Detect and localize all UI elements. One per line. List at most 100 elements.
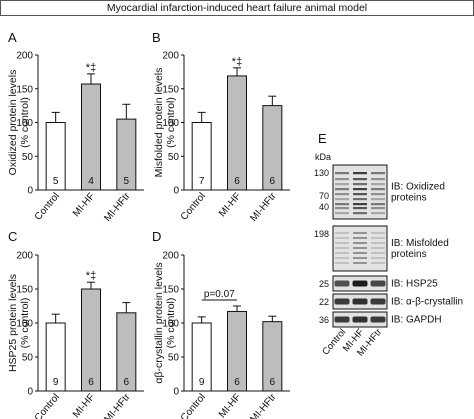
blot-row-label-line: IB: Misfolded (391, 238, 449, 249)
bar (81, 83, 101, 191)
panel-letter: D (152, 229, 161, 244)
y-tick-label: 200 (162, 51, 179, 62)
blot-band (371, 193, 385, 196)
blot-band (335, 242, 349, 244)
blot-row-label-line: IB: GAPDH (391, 315, 442, 326)
blot-row-label: IB: Misfolded proteins (391, 238, 449, 260)
blot-band (353, 257, 367, 259)
blot-band (371, 242, 385, 244)
blot-band (335, 252, 349, 254)
blot-band (371, 252, 385, 254)
y-tick-label: 50 (168, 353, 180, 364)
blot-band (353, 242, 367, 244)
sample-size-label: 6 (234, 176, 240, 187)
blot-band (371, 207, 385, 210)
sample-size-label: 6 (270, 176, 276, 187)
blot-band (371, 198, 385, 201)
x-tick-label: MI-HFtr (102, 190, 133, 224)
blot-band (335, 178, 349, 181)
blot-band (353, 188, 367, 191)
panel-letter: B (152, 30, 161, 45)
blot-band (352, 316, 368, 323)
blot-band (353, 212, 367, 215)
bar (227, 75, 247, 191)
kda-unit-label: kDa (315, 152, 331, 162)
blot-row-label-line: IB: Oxidized (391, 182, 445, 193)
y-tick-label: 150 (162, 285, 179, 296)
blot-band (353, 232, 367, 234)
y-tick-label: 50 (22, 152, 34, 163)
kda-marker: 70 (319, 191, 329, 201)
sample-size-label: 7 (199, 176, 205, 187)
y-tick-label: 100 (162, 319, 179, 330)
blot-row-label: IB: GAPDH (391, 315, 442, 326)
y-tick-label: 150 (16, 84, 33, 95)
blot-band (370, 298, 386, 305)
blot-band (371, 188, 385, 191)
kda-marker: 40 (319, 202, 329, 212)
blot-band (371, 183, 385, 186)
blot-band (353, 203, 367, 206)
blot-band (353, 172, 367, 175)
y-tick-label: 50 (168, 152, 180, 163)
sample-size-label: 5 (124, 176, 130, 187)
figure-header: Myocardial infarction-induced heart fail… (0, 0, 474, 16)
y-axis-label: αβ-crystallin protein levels(% control) (153, 262, 177, 383)
y-tick-label: 200 (162, 251, 179, 262)
chart-panel-b: B 0 50 100 150 200 Misfolded protein levels(% … (152, 30, 290, 224)
x-tick-label: MI-HF (217, 392, 243, 419)
blot-strip (332, 225, 388, 272)
p-value-label: p=0.07 (204, 289, 235, 300)
sample-size-label: 5 (53, 176, 59, 187)
kda-marker: 22 (319, 297, 329, 307)
blot-band (335, 212, 349, 215)
significance-marker: *‡ (86, 62, 96, 74)
chart-panel-a: A 0 50 100 150 200 Oxidized protein levels(% c… (7, 30, 144, 224)
y-axis-label-line: (% control) (165, 97, 177, 148)
blot-band (370, 316, 386, 323)
blot-band (353, 198, 367, 201)
x-tick-label: Control (33, 191, 62, 223)
panel-letter: E (318, 131, 327, 146)
y-tick-label: 100 (16, 319, 33, 330)
x-tick-label: Control (179, 191, 208, 223)
y-tick-label: 0 (27, 186, 33, 197)
bar (81, 288, 101, 392)
blot-band (335, 257, 349, 259)
blot-band (335, 183, 349, 186)
x-tick-label: MI-HF (71, 191, 97, 219)
blot-row-label: IB: α-β-crystallin (391, 297, 463, 308)
y-tick-label: 100 (16, 118, 33, 129)
blot-band (335, 237, 349, 239)
blot-band (335, 203, 349, 206)
y-tick-label: 200 (16, 251, 33, 262)
significance-marker: *‡ (86, 270, 96, 282)
blot-band (353, 247, 367, 249)
blot-band (353, 178, 367, 181)
y-tick-label: 100 (162, 118, 179, 129)
x-tick-label: Control (179, 392, 208, 419)
sample-size-label: 6 (270, 377, 276, 388)
x-tick-label: MI-HFtr (248, 391, 279, 419)
y-axis-label-line: (% control) (19, 97, 31, 148)
blot-band (353, 183, 367, 186)
blot-row-label-line: proteins (391, 193, 427, 204)
blot-row-label-line: IB: α-β-crystallin (391, 297, 463, 308)
blot-row-label-line: proteins (391, 249, 427, 260)
blot-band (371, 172, 385, 175)
kda-marker: 130 (314, 168, 329, 178)
blot-band (371, 203, 385, 206)
sample-size-label: 6 (234, 377, 240, 388)
kda-marker: 36 (319, 315, 329, 325)
blot-band (371, 247, 385, 249)
blot-band (335, 193, 349, 196)
blot-band (353, 262, 367, 264)
significance-marker: *‡ (232, 56, 242, 68)
blot-band (335, 207, 349, 210)
y-axis-label-line: αβ-crystallin protein levels (153, 262, 165, 383)
x-tick-label: MI-HFtr (248, 190, 279, 224)
blot-row-label-line: IB: HSP25 (391, 279, 438, 290)
kda-marker: 25 (319, 279, 329, 289)
y-tick-label: 0 (173, 387, 179, 398)
